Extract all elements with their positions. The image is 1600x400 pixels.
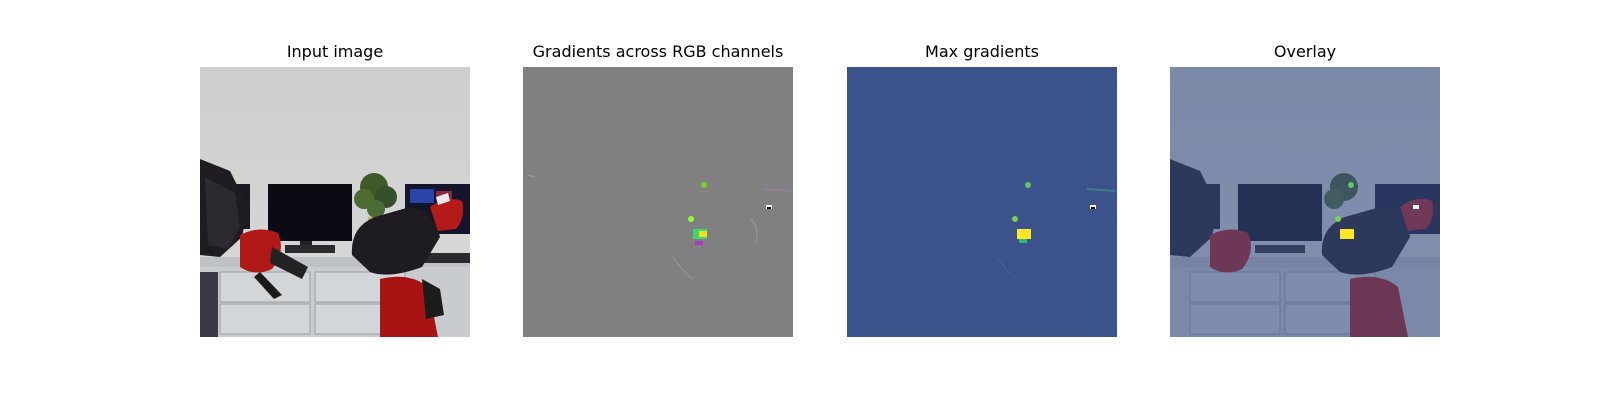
overlay-image xyxy=(1170,67,1440,337)
max-gradients-title: Max gradients xyxy=(925,42,1039,61)
input-image-panel: Input image xyxy=(200,0,470,400)
input-image-title: Input image xyxy=(286,42,384,61)
rgb-gradients-title: Gradients across RGB channels xyxy=(532,42,784,61)
overlay-title: Overlay xyxy=(1273,42,1337,61)
max-gradients-panel: Max gradients xyxy=(847,0,1117,400)
input-image xyxy=(200,67,470,337)
rgb-gradients-panel: Gradients across RGB channels xyxy=(523,0,793,400)
overlay-panel: Overlay xyxy=(1170,0,1440,400)
max-gradients-image xyxy=(847,67,1117,337)
rgb-gradients-image xyxy=(523,67,793,337)
